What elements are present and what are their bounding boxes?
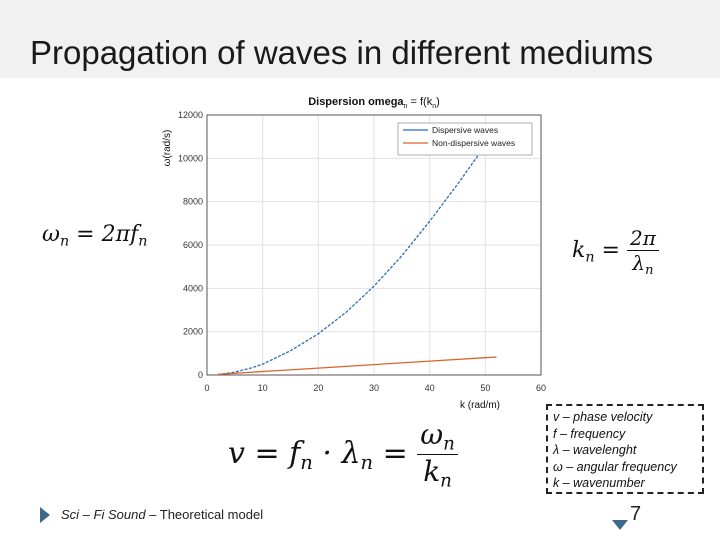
- legend-entry: Non-dispersive waves: [432, 138, 515, 148]
- x-tick-label: 30: [369, 383, 379, 393]
- x-tick-label: 40: [425, 383, 435, 393]
- slide-title: Propagation of waves in different medium…: [30, 34, 654, 71]
- footer-arrow-icon: [40, 507, 50, 523]
- page-arrow-icon: [612, 520, 628, 530]
- plot-frame: [206, 114, 542, 376]
- chart-title-part: Dispersion omega: [308, 96, 404, 108]
- y-tick-label: 6000: [183, 240, 203, 250]
- chart-title-part: n: [404, 103, 408, 110]
- y-tick-label: 4000: [183, 283, 203, 293]
- x-tick-label: 50: [480, 383, 490, 393]
- legend-line: ω – angular frequency: [553, 459, 677, 474]
- series-line-non-dispersive: [218, 356, 497, 376]
- symbol-legend-box: v – phase velocity f – frequency λ – wav…: [546, 404, 704, 494]
- legend-entry: Dispersive waves: [432, 125, 498, 135]
- chart-title: Dispersion omegan = f(kn): [308, 96, 440, 110]
- series-line-dispersive: [218, 127, 498, 376]
- x-tick-label: 60: [536, 383, 546, 393]
- footer-text: Sci – Fi Sound – Theoretical model: [61, 507, 264, 522]
- angular-frequency-formula: ωn = 2πfn: [42, 222, 148, 250]
- y-tick-label: 10000: [178, 153, 203, 163]
- x-tick-label: 0: [204, 383, 209, 393]
- y-tick-label: 12000: [178, 110, 203, 120]
- legend-line: f – frequency: [553, 426, 626, 441]
- y-tick-label: 2000: [183, 327, 203, 337]
- legend-line: v – phase velocity: [553, 410, 653, 424]
- chart-legend: [397, 122, 533, 156]
- y-axis-label: ω(rad/s): [162, 130, 173, 167]
- chart-title-part: ): [436, 96, 440, 108]
- x-axis-label: k (rad/m): [460, 400, 500, 411]
- phase-velocity-formula: v = fn · λn = ωn kn: [228, 418, 458, 492]
- chart-title-part: = f(k: [407, 96, 432, 108]
- x-tick-label: 10: [258, 383, 268, 393]
- page-number: 7: [630, 503, 642, 525]
- title-bar: [0, 0, 720, 78]
- y-tick-label: 8000: [183, 197, 203, 207]
- legend-line: λ – wavelenght: [553, 443, 637, 457]
- wavenumber-formula: kn = 2π λn: [572, 226, 659, 278]
- legend-line: k – wavenumber: [553, 476, 645, 490]
- y-tick-label: 0: [198, 370, 203, 380]
- chart-title-part: n: [432, 103, 436, 110]
- x-tick-label: 20: [313, 383, 323, 393]
